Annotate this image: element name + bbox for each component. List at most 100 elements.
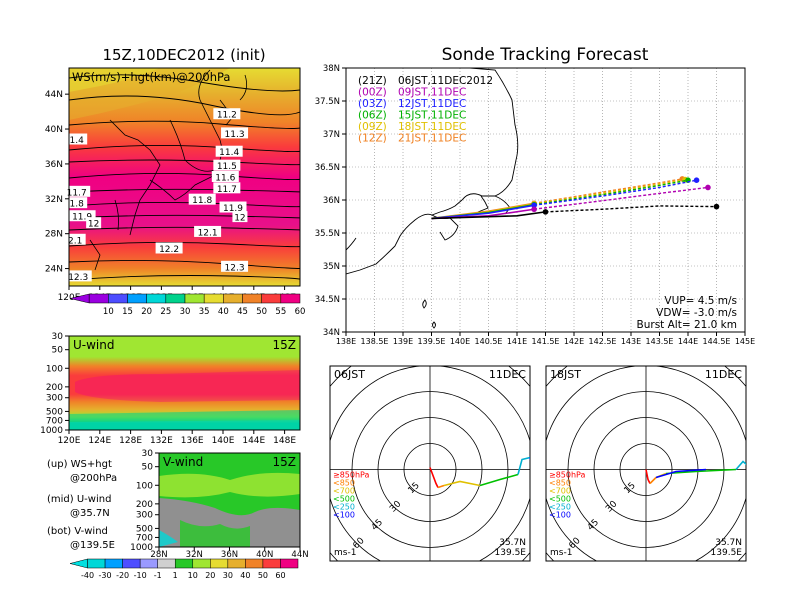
colorbar-label: 25	[160, 307, 171, 317]
hodograph-level-label: <700	[333, 487, 355, 496]
hodograph-date: 11DEC	[705, 368, 742, 381]
contour-label: 11.7	[63, 185, 91, 198]
v-wind-colorbar: -40 -30 -20 -10 -1 1 10 20 30 40 50 60	[69, 558, 299, 580]
main-x-tick-label: 142.5E	[589, 337, 617, 346]
hodograph-level-label: <100	[333, 511, 355, 520]
hodograph-level-label: ≥850hPa	[549, 471, 586, 480]
legend-time: 09JST,11DEC	[398, 87, 466, 99]
colorbar-swatch	[108, 293, 128, 304]
main-x-tick-label: 139E	[393, 337, 413, 346]
main-x-tick-label: 140E	[450, 337, 470, 346]
caption-bot-line1: (bot) V-wind	[47, 526, 108, 537]
main-y-tick-label: 35N	[323, 262, 340, 272]
param-vdw: VDW= -3.0 m/s	[656, 307, 737, 319]
hodograph-date: 11DEC	[489, 368, 526, 381]
main-y-tick-label: 34.5N	[315, 295, 340, 305]
hodograph-label: 06JST	[334, 368, 365, 381]
contour-label: 11.6	[211, 171, 239, 184]
v-colorbar-label: 20	[205, 571, 215, 580]
track-ascent-line	[431, 204, 535, 220]
v-colorbar-swatch	[139, 558, 158, 569]
hodograph-lon: 139.5E	[711, 548, 743, 558]
contour-label-bg	[66, 197, 88, 209]
colorbar-swatch	[280, 293, 301, 304]
colorbar-label: 20	[141, 307, 152, 317]
u-x-tick-label: 148E	[273, 436, 296, 446]
u-y-tick-label: 1000	[40, 426, 63, 436]
v-y-tick-label: 200	[136, 500, 153, 510]
caption-mid-line1: (mid) U-wind	[47, 494, 111, 505]
main-x-tick-label: 144.5E	[703, 337, 731, 346]
colorbar-swatch	[88, 293, 109, 304]
colorbar-swatch	[242, 293, 262, 304]
panel-caption: (up) WS+hgt @200hPa (mid) U-wind @35.7N …	[47, 459, 117, 551]
ws-panel-label: WS(m/s)+hgt(km)@200hPa	[72, 70, 230, 84]
colorbar-swatch	[261, 293, 282, 304]
track-ascent-line	[431, 211, 546, 220]
legend-run: (21Z)	[358, 75, 387, 87]
track-point	[713, 203, 720, 210]
colorbar-label: 55	[275, 307, 286, 317]
v-colorbar-label: -1	[154, 571, 162, 580]
v-y-tick-label: 50	[142, 463, 154, 473]
hodograph-level-label: ≥850hPa	[333, 471, 370, 480]
main-y-tick-label: 36N	[323, 196, 340, 206]
hodograph-trace	[517, 456, 530, 475]
contour-label: 11.5	[213, 159, 241, 172]
colorbar-label: 40	[218, 307, 229, 317]
main-y-tick-label: 34N	[323, 328, 340, 338]
v-x-tick-label: 40N	[256, 550, 273, 560]
v-colorbar-swatch	[174, 558, 194, 569]
sonde-params: VUP= 4.5 m/s VDW= -3.0 m/s Burst Alt= 21…	[637, 295, 737, 331]
track-float-line	[534, 186, 709, 210]
legend-time: 06JST,11DEC2012	[398, 75, 493, 87]
v-x-tick-label: 44N	[291, 550, 308, 560]
contour-label-bg	[232, 211, 248, 223]
v-colorbar-swatch	[245, 558, 264, 569]
v-colorbar-swatch	[69, 558, 88, 569]
ws-y-tick-label: 44N	[45, 90, 63, 100]
contour-label: 11.9	[219, 201, 247, 214]
contour-label-bg	[155, 242, 183, 254]
hodograph-trace	[443, 480, 481, 487]
main-x-tick-label: 141E	[507, 337, 527, 346]
u-y-tick-label: 50	[52, 346, 64, 356]
contour-labels: 11.211.311.411.511.611.711.811.91212.112…	[63, 108, 249, 283]
ws-x-tick-label: 120E	[58, 293, 81, 303]
contour-label-text: 12.2	[159, 245, 179, 255]
v-y-tick-label: 100	[136, 481, 153, 491]
contour-label-text: 11.7	[67, 188, 87, 198]
hodograph-label: 18JST	[550, 368, 581, 381]
colorbar-label: 15	[122, 307, 133, 317]
caption-mid-line2: @35.7N	[70, 508, 110, 519]
contour-label-bg	[66, 133, 88, 145]
contour-label: 12.1	[194, 225, 222, 238]
v-colorbar-label: 50	[258, 571, 268, 580]
main-x-tick-label: 143E	[621, 337, 641, 346]
hodograph-lon: 139.5E	[495, 548, 527, 558]
contour-label-bg	[219, 201, 247, 213]
u-y-tick-label: 700	[46, 416, 63, 426]
ws-map-overlay	[69, 68, 300, 281]
contour-label: 11.4	[215, 145, 243, 158]
v-x-tick-label: 36N	[221, 550, 238, 560]
u-wind-axes: 120E 124E 128E 132E 136E 140E 144E 148E 30 50 100 2…	[40, 332, 296, 446]
contour-label-bg	[64, 270, 92, 282]
legend-run: (03Z)	[358, 98, 387, 110]
v-colorbar-swatch	[210, 558, 229, 569]
main-y-tick-label: 37.5N	[315, 97, 340, 107]
contour-label-text: 12	[234, 214, 245, 224]
hodograph-unit: ms-1	[334, 548, 356, 558]
main-x-tick-label: 138.5E	[361, 337, 389, 346]
u-x-tick-label: 132E	[150, 436, 173, 446]
v-colorbar-label: 1	[173, 571, 178, 580]
main-y-tick-label: 35.5N	[315, 229, 340, 239]
contour-label: 12	[86, 217, 102, 230]
contour-label-text: 11.2	[217, 111, 237, 121]
track-legend: (21Z) 06JST,11DEC2012 (00Z) 09JST,11DEC (03Z…	[358, 75, 493, 145]
u-wind-frame	[68, 335, 301, 431]
v-colorbar-swatch	[227, 558, 246, 569]
v-colorbar-label: 40	[240, 571, 250, 580]
ws-y-tick-label: 32N	[45, 195, 63, 205]
param-burst-alt: Burst Alt= 21.0 km	[637, 319, 737, 331]
